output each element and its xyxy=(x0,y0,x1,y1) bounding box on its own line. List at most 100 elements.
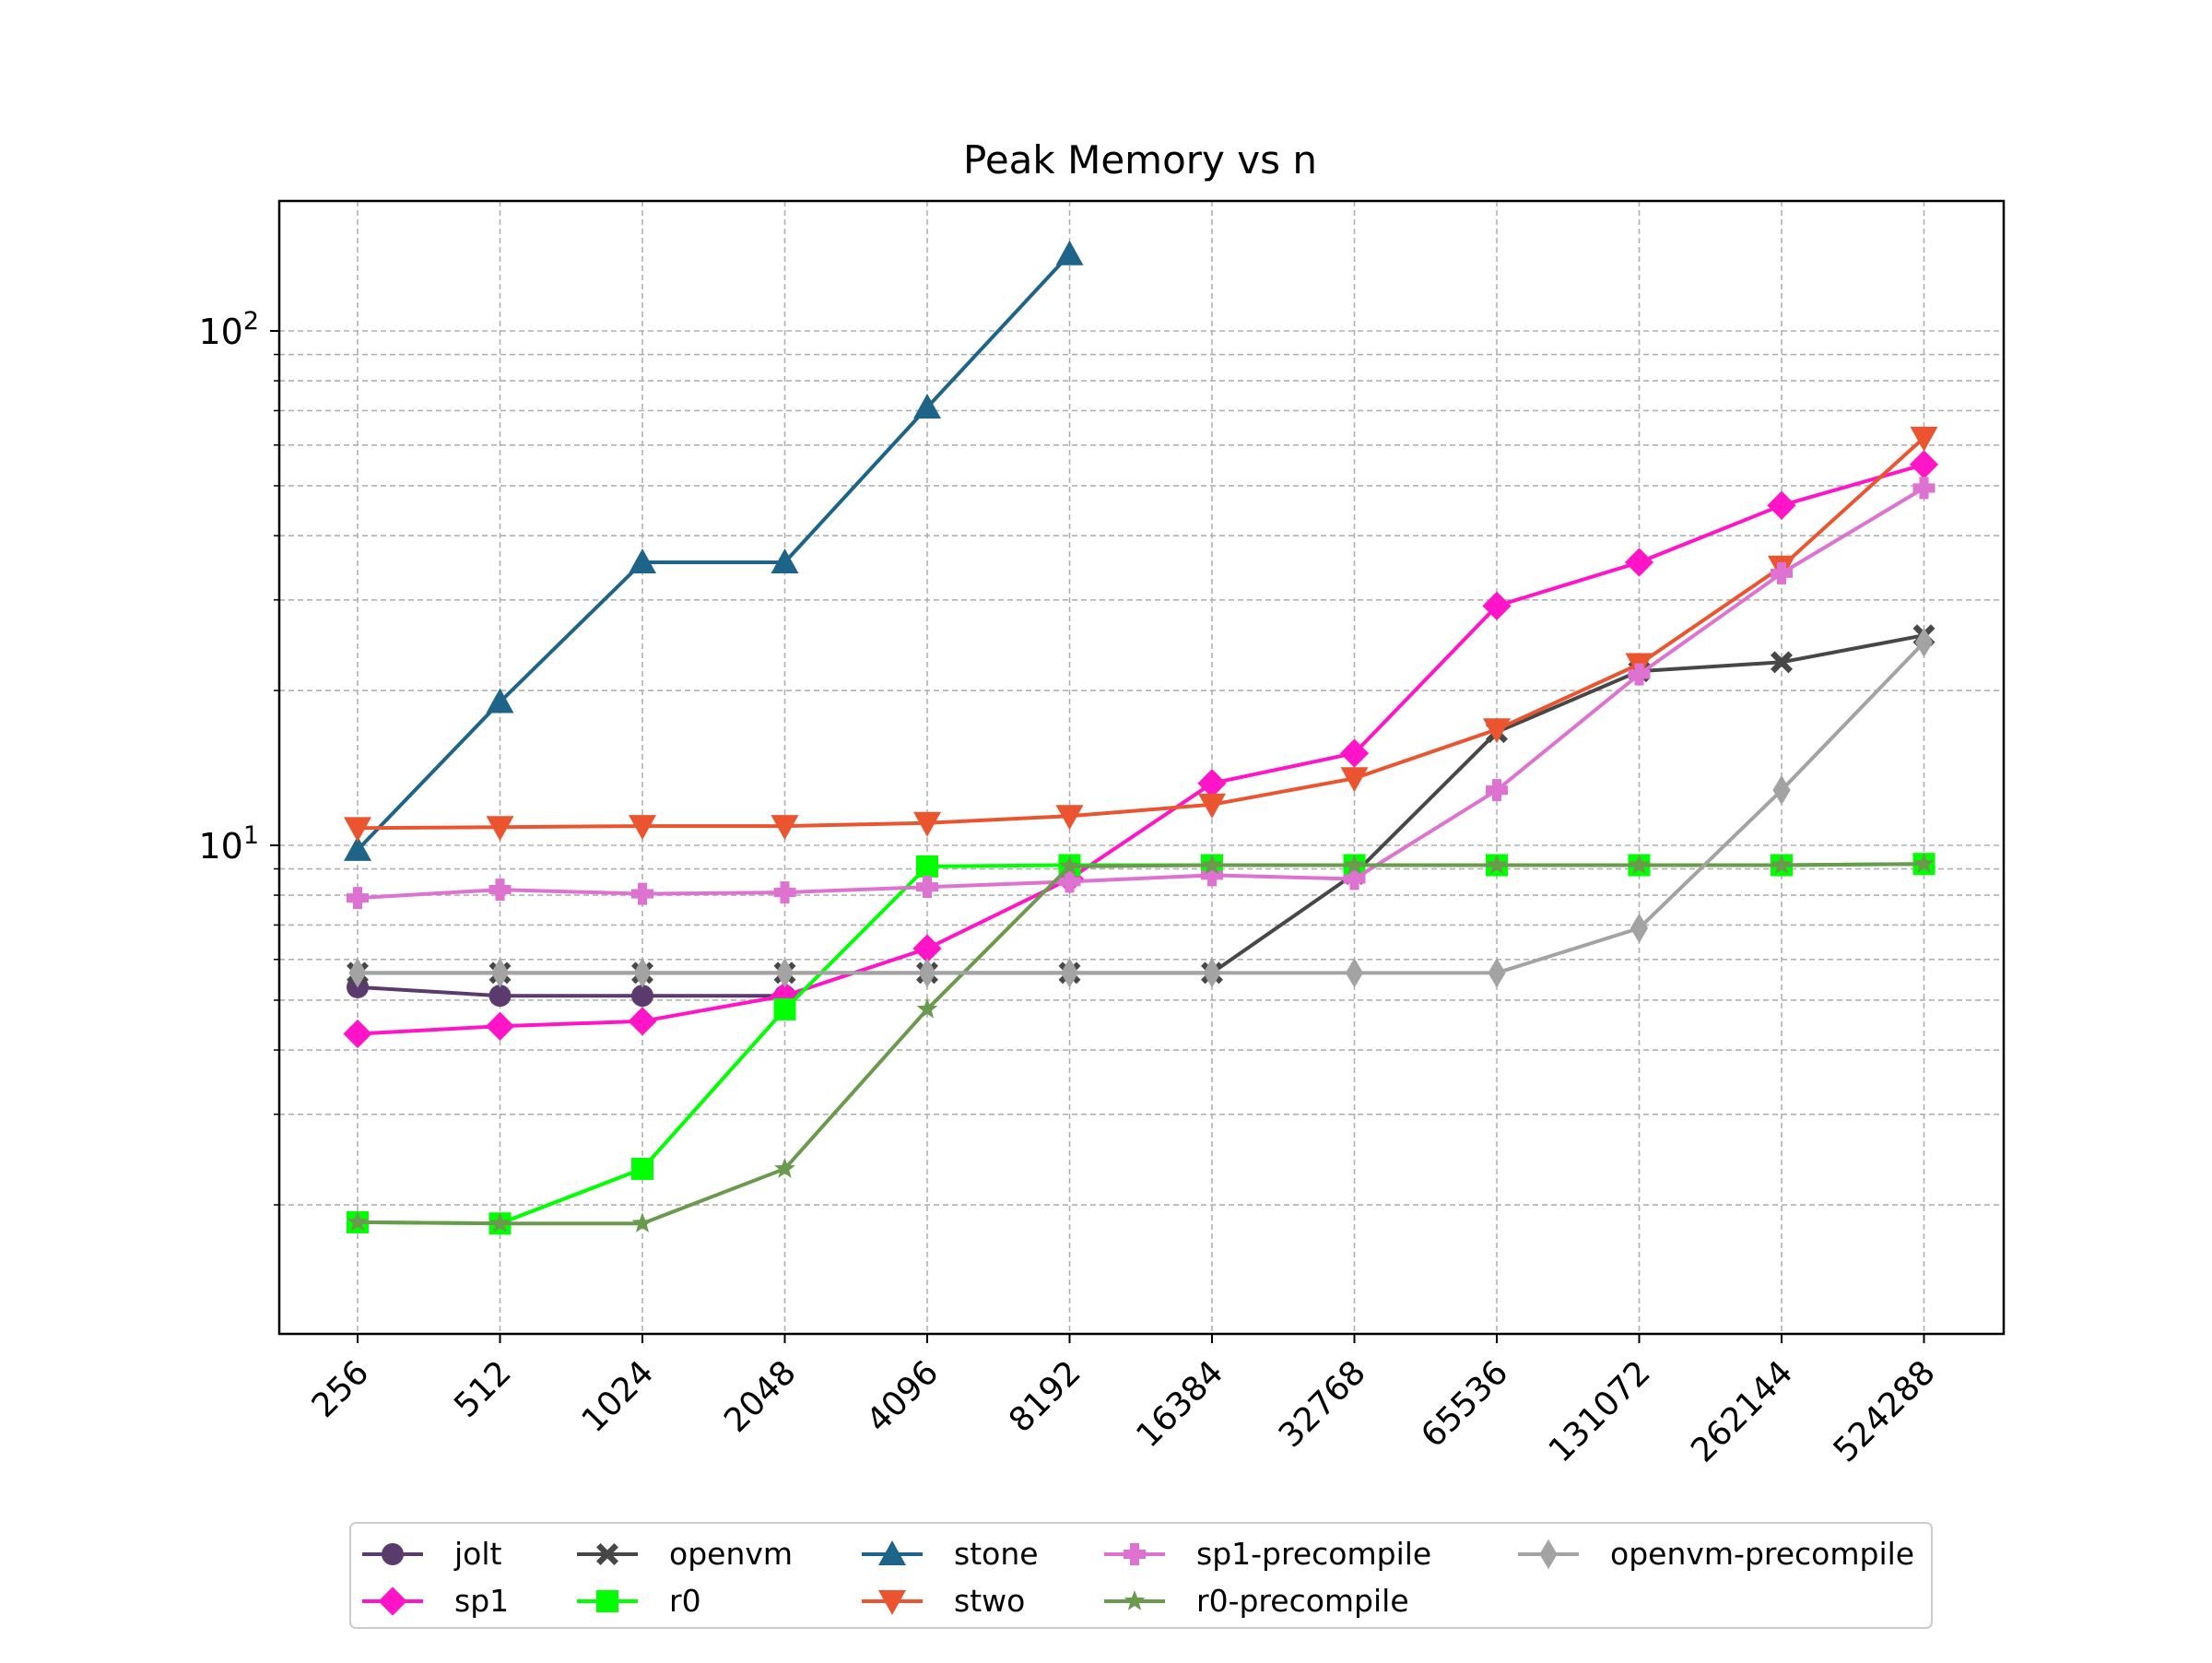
series-r0-precompile xyxy=(347,853,1935,1233)
legend-label: r0-precompile xyxy=(1196,1583,1409,1619)
series-line-stone xyxy=(356,253,1071,852)
data-point-stwo xyxy=(913,811,941,837)
data-point-sp1 xyxy=(1197,769,1227,798)
series-line-jolt xyxy=(357,985,785,998)
legend-item-sp1-precompile: sp1-precompile xyxy=(1104,1536,1431,1572)
legend-marker xyxy=(878,1540,906,1565)
data-point-openvm-precompile xyxy=(1060,958,1079,988)
data-point-stone xyxy=(913,393,941,419)
data-point-openvm-precompile xyxy=(918,958,936,988)
data-point-sp1-precompile xyxy=(1628,663,1651,686)
data-point-r0-precompile xyxy=(1913,853,1935,873)
data-point-sp1 xyxy=(1909,450,1939,479)
legend-label: openvm xyxy=(669,1536,793,1572)
data-point-stwo xyxy=(1198,793,1226,819)
data-point-openvm-precompile xyxy=(490,958,510,988)
data-point-r0-precompile xyxy=(1629,854,1650,875)
series-stone xyxy=(344,240,1084,861)
data-point-openvm-precompile xyxy=(775,958,794,988)
legend: jolt openvm stone sp1-precompile openvm-prec… xyxy=(349,1522,1933,1629)
data-point-r0 xyxy=(631,1157,653,1180)
series-line-r0-precompile xyxy=(357,862,1924,1226)
data-point-stone xyxy=(1055,240,1084,265)
data-point-sp1-precompile xyxy=(1058,870,1081,893)
legend-box xyxy=(349,1522,1933,1629)
data-point-sp1 xyxy=(1767,490,1796,520)
legend-item-sp1: sp1 xyxy=(362,1583,509,1619)
data-point-sp1-precompile xyxy=(1771,561,1793,584)
legend-label: stone xyxy=(954,1536,1039,1572)
legend-item-stwo: stwo xyxy=(862,1583,1025,1619)
data-point-r0-precompile xyxy=(1771,854,1793,875)
data-point-stwo xyxy=(1483,718,1511,744)
y-tick-label: 102 xyxy=(198,307,259,352)
data-point-stwo xyxy=(629,815,656,841)
data-point-stwo xyxy=(1340,767,1369,793)
data-point-sp1 xyxy=(1339,738,1370,768)
data-point-openvm-precompile xyxy=(1772,774,1791,806)
data-point-r0-precompile xyxy=(1059,855,1080,876)
grid-layer xyxy=(279,201,2004,1334)
legend-label: sp1-precompile xyxy=(1196,1536,1431,1572)
data-point-r0-precompile xyxy=(1486,854,1508,875)
data-point-stone xyxy=(629,548,656,573)
legend-marker xyxy=(596,1543,618,1565)
legend-marker xyxy=(378,1586,407,1616)
data-point-r0-precompile xyxy=(916,997,938,1019)
data-point-stwo xyxy=(344,817,371,843)
data-point-stwo xyxy=(486,816,514,842)
series-line-stwo xyxy=(357,436,1925,831)
data-point-stone xyxy=(486,688,514,714)
data-point-openvm-precompile xyxy=(348,958,367,988)
series-line-sp1 xyxy=(357,462,1925,1036)
legend-item-r0: r0 xyxy=(577,1583,701,1619)
data-point-sp1-precompile xyxy=(1343,867,1366,890)
data-point-r0-precompile xyxy=(347,1210,369,1232)
data-point-stone xyxy=(771,548,799,573)
data-point-sp1 xyxy=(1624,548,1654,577)
data-point-openvm xyxy=(1771,651,1793,674)
data-point-jolt xyxy=(631,985,653,1008)
data-point-sp1-precompile xyxy=(1912,477,1936,500)
legend-item-r0-precompile: r0-precompile xyxy=(1104,1583,1409,1619)
data-point-openvm-precompile xyxy=(1914,627,1934,658)
data-point-stwo xyxy=(771,815,799,841)
data-point-openvm-precompile xyxy=(633,958,652,988)
data-point-sp1 xyxy=(1482,591,1512,620)
plot-frame xyxy=(277,199,2006,1336)
legend-marker xyxy=(596,1590,618,1612)
data-point-openvm-precompile xyxy=(1203,958,1221,988)
data-point-r0 xyxy=(773,997,796,1020)
series-stwo xyxy=(344,426,1938,843)
chart-title: Peak Memory vs n xyxy=(963,137,1317,183)
legend-label: openvm-precompile xyxy=(1610,1536,1914,1572)
series-sp1-precompile xyxy=(347,477,1936,910)
legend-marker xyxy=(1124,1590,1146,1610)
data-point-sp1 xyxy=(485,1011,515,1041)
data-point-sp1 xyxy=(343,1019,372,1049)
legend-label: jolt xyxy=(453,1536,502,1572)
legend-marker xyxy=(878,1590,906,1615)
data-point-sp1 xyxy=(628,1007,657,1036)
data-point-stwo xyxy=(1055,805,1084,831)
data-point-sp1-precompile xyxy=(1201,864,1223,887)
legend-marker xyxy=(1124,1543,1146,1565)
data-point-sp1 xyxy=(912,934,942,963)
legend-label: stwo xyxy=(954,1583,1025,1619)
data-point-r0-precompile xyxy=(1344,854,1365,875)
y-tick-label: 101 xyxy=(198,821,259,867)
data-point-stwo xyxy=(1910,426,1938,452)
series-layer xyxy=(343,240,1939,1235)
data-point-sp1-precompile xyxy=(1486,779,1508,802)
data-point-openvm-precompile xyxy=(1345,958,1364,988)
data-point-sp1-precompile xyxy=(631,882,653,905)
data-point-sp1-precompile xyxy=(488,879,512,902)
data-point-r0-precompile xyxy=(489,1212,511,1233)
legend-item-jolt: jolt xyxy=(362,1536,502,1572)
legend-marker xyxy=(382,1543,404,1565)
legend-marker xyxy=(1539,1539,1558,1570)
series-openvm-precompile xyxy=(348,627,1934,988)
series-line-openvm-precompile xyxy=(358,641,1925,975)
